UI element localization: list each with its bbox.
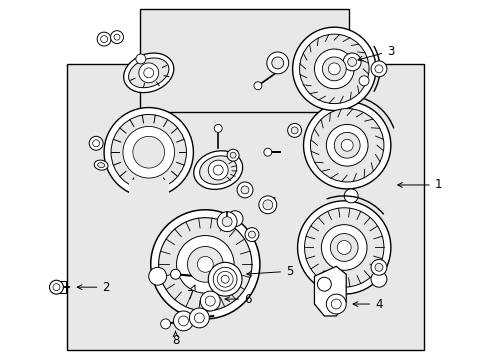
Circle shape xyxy=(161,319,170,329)
Ellipse shape xyxy=(128,58,168,88)
Circle shape xyxy=(344,189,357,203)
Circle shape xyxy=(303,102,390,189)
Circle shape xyxy=(370,260,386,275)
Circle shape xyxy=(358,76,368,86)
Circle shape xyxy=(337,240,350,255)
Circle shape xyxy=(89,136,103,150)
Bar xyxy=(56,281,66,293)
Circle shape xyxy=(176,235,234,293)
Circle shape xyxy=(187,247,223,282)
Bar xyxy=(67,64,423,350)
Circle shape xyxy=(325,125,367,166)
Circle shape xyxy=(136,54,145,64)
Text: 3: 3 xyxy=(357,45,394,61)
Circle shape xyxy=(266,52,288,74)
Circle shape xyxy=(217,212,237,231)
Circle shape xyxy=(258,196,276,214)
Circle shape xyxy=(158,218,251,311)
Circle shape xyxy=(150,210,259,319)
Circle shape xyxy=(322,57,346,81)
Bar xyxy=(129,180,168,200)
Circle shape xyxy=(170,269,180,279)
Circle shape xyxy=(325,294,346,314)
Circle shape xyxy=(334,132,359,158)
Circle shape xyxy=(321,225,366,270)
Circle shape xyxy=(139,63,158,83)
Text: 1: 1 xyxy=(397,179,441,192)
Circle shape xyxy=(271,57,283,69)
Circle shape xyxy=(330,234,357,261)
Ellipse shape xyxy=(123,53,173,93)
Text: 5: 5 xyxy=(246,265,293,278)
Circle shape xyxy=(290,127,298,134)
Circle shape xyxy=(244,228,258,242)
Circle shape xyxy=(208,160,228,180)
Circle shape xyxy=(370,61,386,77)
Circle shape xyxy=(370,271,386,287)
Circle shape xyxy=(226,211,243,227)
Ellipse shape xyxy=(98,163,104,168)
Circle shape xyxy=(253,82,262,90)
Bar xyxy=(140,9,348,112)
Text: 6: 6 xyxy=(224,293,251,306)
Text: 7: 7 xyxy=(186,285,195,302)
Circle shape xyxy=(299,34,368,104)
Text: 4: 4 xyxy=(352,297,382,311)
Circle shape xyxy=(314,49,353,89)
Circle shape xyxy=(241,186,248,194)
Circle shape xyxy=(287,123,301,137)
Circle shape xyxy=(49,280,63,294)
Circle shape xyxy=(208,262,242,296)
Circle shape xyxy=(200,291,220,311)
Circle shape xyxy=(189,308,209,328)
Ellipse shape xyxy=(94,160,108,170)
Circle shape xyxy=(122,126,174,178)
Circle shape xyxy=(133,136,164,168)
Circle shape xyxy=(297,201,390,294)
Circle shape xyxy=(110,31,123,44)
Circle shape xyxy=(341,139,352,151)
Circle shape xyxy=(222,217,232,227)
Circle shape xyxy=(148,267,166,285)
Circle shape xyxy=(226,149,239,161)
Text: 8: 8 xyxy=(171,331,179,347)
Circle shape xyxy=(111,114,186,190)
Circle shape xyxy=(97,32,111,46)
Polygon shape xyxy=(314,266,346,316)
Circle shape xyxy=(230,152,236,158)
Circle shape xyxy=(248,231,255,238)
Circle shape xyxy=(327,63,340,75)
Circle shape xyxy=(173,311,193,331)
Circle shape xyxy=(343,53,360,71)
Circle shape xyxy=(237,182,252,198)
Circle shape xyxy=(347,58,356,66)
Circle shape xyxy=(310,109,383,182)
Ellipse shape xyxy=(193,151,242,189)
Circle shape xyxy=(374,264,382,271)
Circle shape xyxy=(197,256,213,272)
Circle shape xyxy=(264,148,271,156)
Circle shape xyxy=(263,200,272,210)
Ellipse shape xyxy=(199,156,236,184)
Text: 2: 2 xyxy=(77,281,110,294)
Circle shape xyxy=(214,125,222,132)
Circle shape xyxy=(292,27,375,111)
Circle shape xyxy=(304,208,383,287)
Circle shape xyxy=(104,108,193,197)
